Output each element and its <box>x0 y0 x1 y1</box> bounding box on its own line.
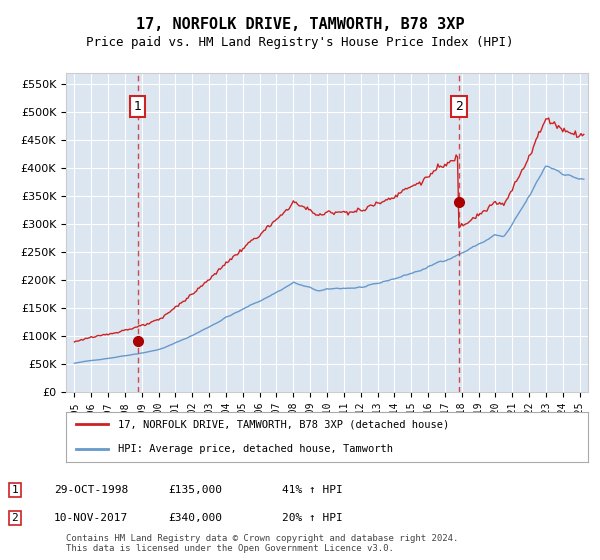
Text: 17, NORFOLK DRIVE, TAMWORTH, B78 3XP: 17, NORFOLK DRIVE, TAMWORTH, B78 3XP <box>136 17 464 32</box>
Text: 29-OCT-1998: 29-OCT-1998 <box>54 485 128 495</box>
Text: 1: 1 <box>11 485 19 495</box>
Text: HPI: Average price, detached house, Tamworth: HPI: Average price, detached house, Tamw… <box>118 445 393 454</box>
Text: 1: 1 <box>134 100 142 113</box>
Text: 17, NORFOLK DRIVE, TAMWORTH, B78 3XP (detached house): 17, NORFOLK DRIVE, TAMWORTH, B78 3XP (de… <box>118 419 449 429</box>
Text: 2: 2 <box>11 513 19 523</box>
Text: £340,000: £340,000 <box>168 513 222 523</box>
Text: 41% ↑ HPI: 41% ↑ HPI <box>282 485 343 495</box>
Text: Contains HM Land Registry data © Crown copyright and database right 2024.
This d: Contains HM Land Registry data © Crown c… <box>66 534 458 553</box>
Text: 10-NOV-2017: 10-NOV-2017 <box>54 513 128 523</box>
Text: 2: 2 <box>455 100 463 113</box>
Text: Price paid vs. HM Land Registry's House Price Index (HPI): Price paid vs. HM Land Registry's House … <box>86 36 514 49</box>
Text: 20% ↑ HPI: 20% ↑ HPI <box>282 513 343 523</box>
Text: £135,000: £135,000 <box>168 485 222 495</box>
